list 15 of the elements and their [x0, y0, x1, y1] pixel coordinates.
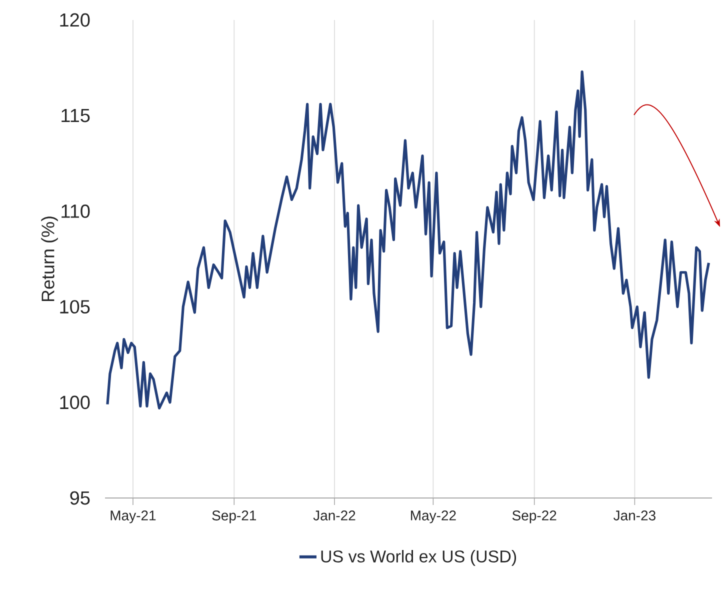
x-tick-label: Jan-22	[313, 510, 356, 520]
y-axis-title: Return (%)	[41, 216, 58, 302]
legend-label: US vs World ex US (USD)	[321, 550, 516, 566]
x-tick-label: May-22	[410, 510, 456, 524]
y-tick-label: 110	[62, 204, 90, 218]
y-tick-label: 120	[60, 13, 90, 27]
x-tick-label: May-21	[110, 510, 156, 524]
y-tick-label: 100	[60, 396, 90, 410]
y-tick-label: 95	[70, 491, 90, 505]
y-tick-label: 105	[60, 300, 90, 314]
x-tick-label: Jan-23	[614, 510, 656, 520]
y-tick-label: 115	[62, 108, 90, 122]
line-series	[106, 70, 710, 410]
x-tick-label: Sep-22	[512, 510, 556, 524]
x-tick-label: Sep-21	[212, 510, 256, 524]
